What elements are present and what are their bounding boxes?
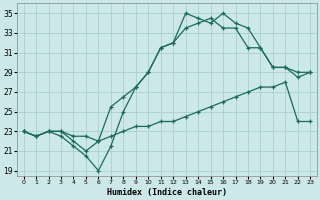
X-axis label: Humidex (Indice chaleur): Humidex (Indice chaleur) bbox=[107, 188, 227, 197]
